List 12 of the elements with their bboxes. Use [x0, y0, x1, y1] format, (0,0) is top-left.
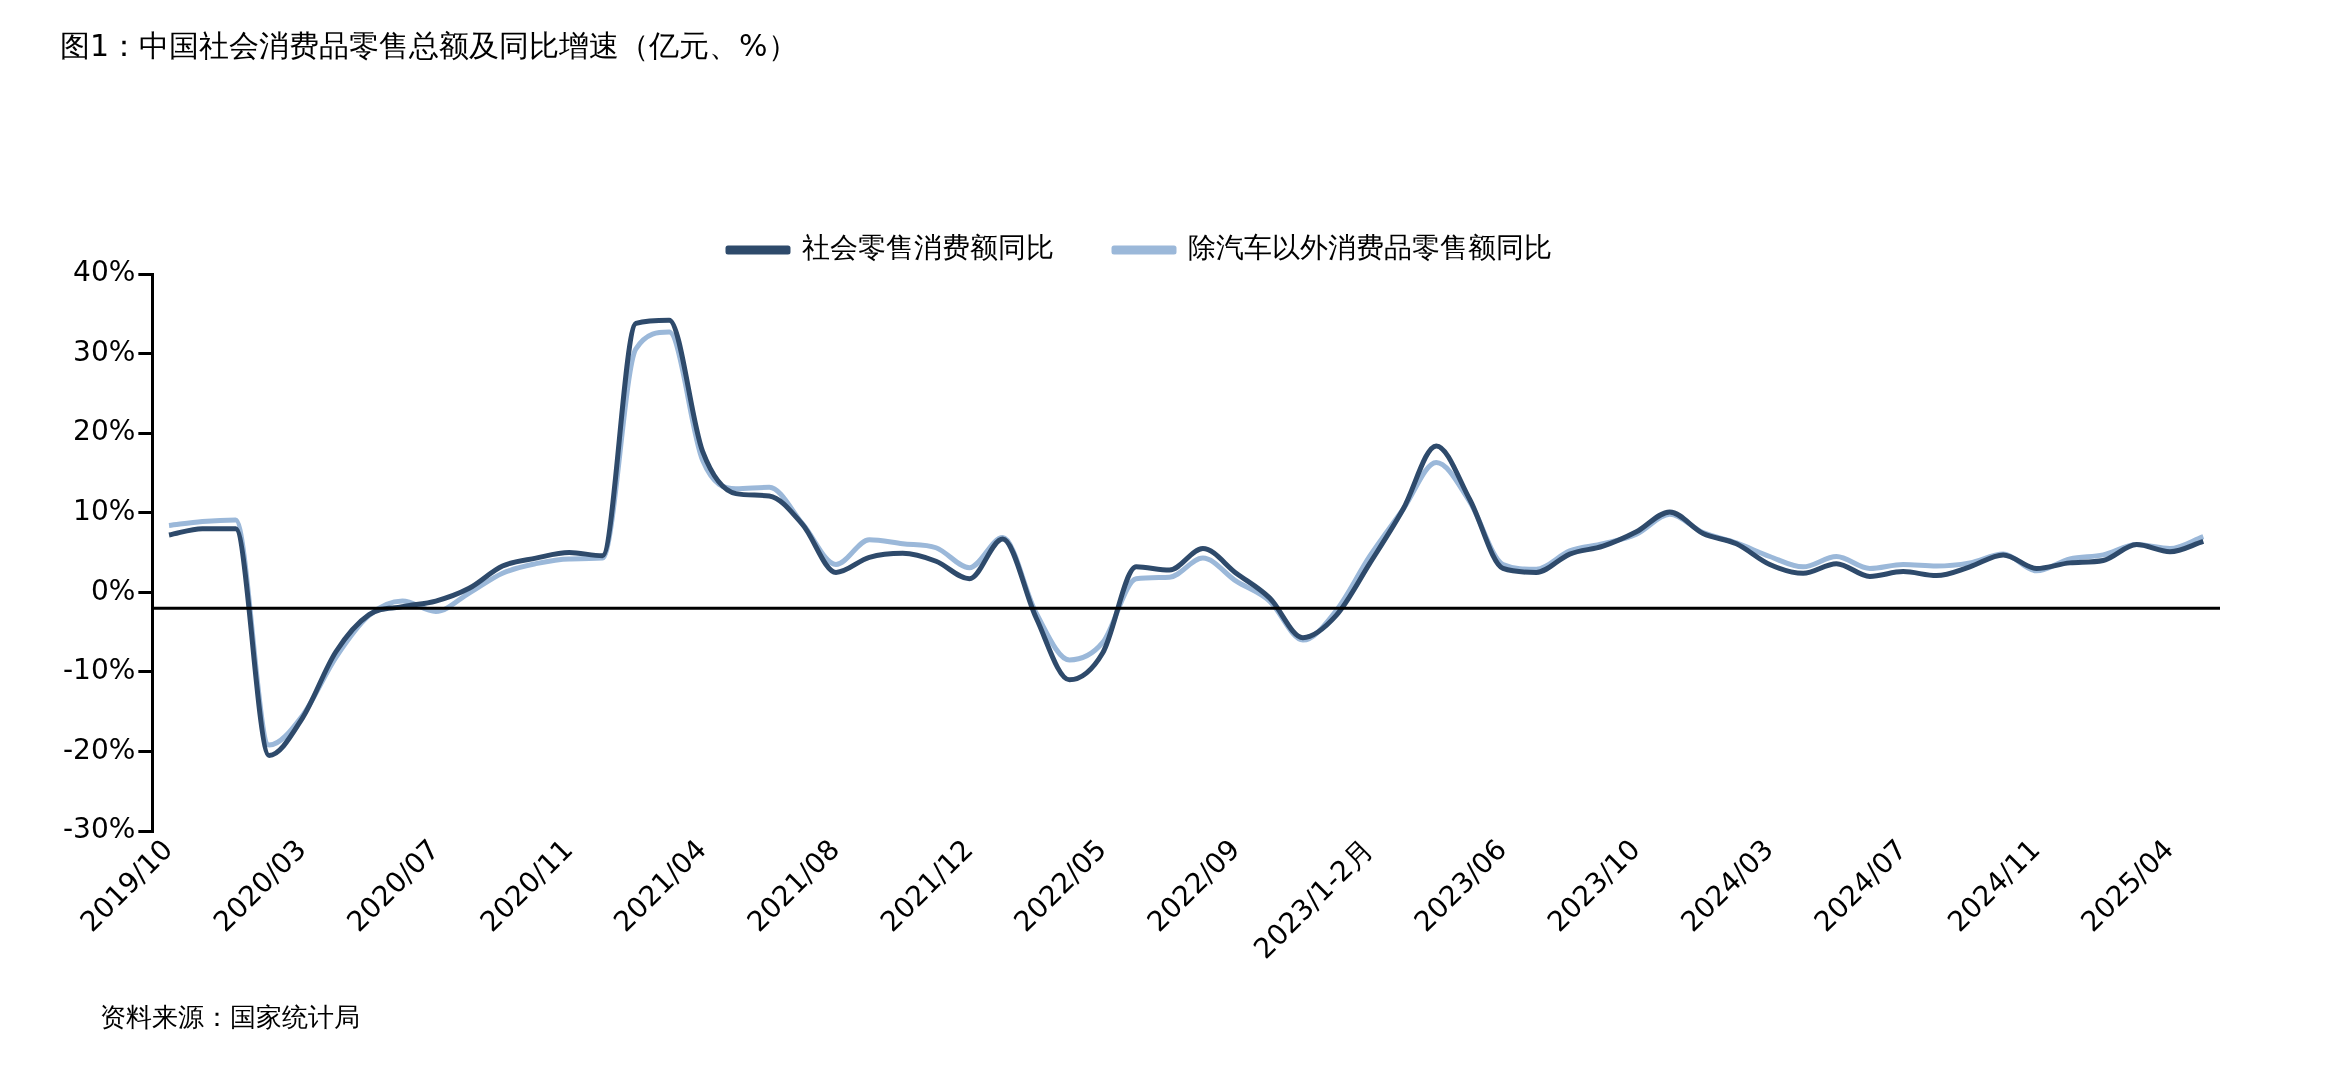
y-tick-label: 40% — [73, 255, 136, 289]
y-tick-label: -30% — [62, 812, 136, 846]
y-tick-label: 0% — [90, 573, 136, 607]
y-tick-label: -10% — [62, 653, 136, 687]
y-tick-label: -20% — [62, 732, 136, 766]
legend-label: 除汽车以外消费品零售额同比 — [1188, 231, 1552, 265]
y-tick-label: 10% — [73, 494, 136, 528]
text: 资料来源：国家统计局 — [100, 1001, 360, 1034]
y-tick-label: 20% — [73, 414, 136, 448]
chart-title: 图1：中国社会消费品零售总额及同比增速（亿元、%） — [60, 27, 798, 63]
legend-label: 社会零售消费额同比 — [802, 231, 1054, 265]
y-tick-label: 30% — [73, 334, 136, 368]
